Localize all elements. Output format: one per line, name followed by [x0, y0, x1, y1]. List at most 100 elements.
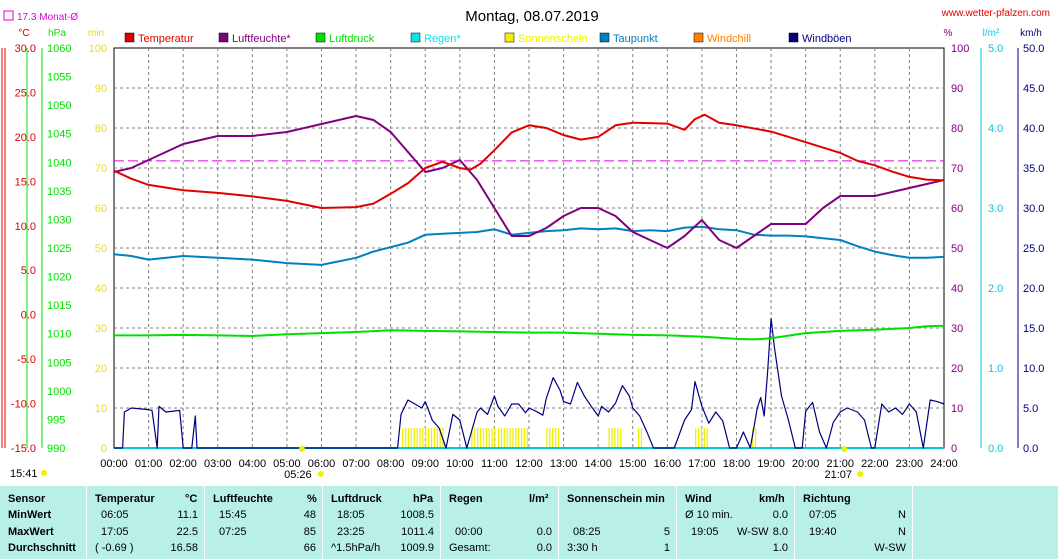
wind-min-val: 0.0: [772, 509, 788, 521]
monthly-avg-icon: [3, 10, 14, 21]
unit-labels: °C hPa min% l/m² km/h: [18, 28, 1041, 39]
legend-label: Regen*: [424, 33, 461, 45]
hdr-hum: Luftfeuchte: [213, 493, 273, 505]
min-tick-label: 90: [95, 83, 107, 95]
rain-max-time: 00:00: [455, 526, 483, 538]
hpa-tick-label: 1060: [47, 43, 71, 55]
min-tick-label: 0: [101, 443, 107, 455]
sunshine-bar: [425, 428, 427, 448]
press-min-time: 18:05: [337, 509, 365, 521]
wind-avg-val: 1.0: [772, 542, 788, 554]
sunshine-bar: [706, 428, 708, 448]
kmh-tick-label: 45.0: [1023, 83, 1044, 95]
grid: [114, 48, 944, 448]
press-trend: ^1.5hPa/h: [331, 542, 381, 554]
sunrise-time: 05:26: [284, 469, 312, 481]
rain-tick-label: 5.0: [988, 43, 1003, 55]
sunshine-bar: [546, 428, 548, 448]
wind-max-time: 19:05: [691, 526, 719, 538]
time-tick-label: 09:00: [411, 458, 439, 470]
time-tick-label: 13:00: [550, 458, 578, 470]
sunshine-bar: [520, 428, 523, 448]
temp-tick-label: 0.0: [21, 310, 36, 322]
axes: 30.025.020.015.010.05.00.0-5.0-10.0-15.0…: [1, 43, 1044, 455]
pct-tick-label: 70: [951, 163, 963, 175]
pct-tick-label: 30: [951, 323, 963, 335]
sunrise-icon: [298, 446, 305, 452]
sunshine-bar: [554, 428, 557, 448]
hpa-tick-label: 1010: [47, 329, 71, 341]
site-url[interactable]: www.wetter-pfalzen.com: [941, 8, 1050, 19]
min-tick-label: 10: [95, 403, 107, 415]
current-time: 15:41: [10, 468, 38, 480]
stats-table: Sensor MinWert MaxWert Durchschnitt Temp…: [0, 486, 1058, 559]
sunshine-bar: [754, 428, 757, 448]
dir-min-val: N: [898, 509, 906, 521]
stats-col-sensor: Sensor MinWert MaxWert Durchschnitt: [0, 486, 87, 559]
min-tick-label: 50: [95, 243, 107, 255]
hpa-tick-label: 1015: [47, 300, 71, 312]
min-tick-label: 70: [95, 163, 107, 175]
pct-tick-label: 100: [951, 43, 969, 55]
sunrise-marker-icon: [317, 471, 324, 477]
temp-tick-label: -15.0: [11, 443, 36, 455]
time-tick-label: 05:00: [273, 458, 301, 470]
hdr-wind-unit: km/h: [759, 493, 785, 505]
sunshine-bar: [700, 428, 703, 448]
legend-label: Temperatur: [138, 33, 194, 45]
legend-swatch: [693, 32, 704, 43]
weather-chart: Montag, 08.07.2019 www.wetter-pfalzen.co…: [1, 8, 1050, 481]
kmh-tick-label: 30.0: [1023, 203, 1044, 215]
sunshine-bar: [518, 428, 520, 448]
sunshine-bar: [402, 428, 404, 448]
stats-col-wind: Wind km/h Ø 10 min. 0.0 19:05 W-SW 8.0 1…: [677, 486, 795, 559]
hpa-tick-label: 1040: [47, 157, 71, 169]
sunshine-bar: [523, 428, 526, 448]
rain-total-label: Gesamt:: [449, 542, 491, 554]
press-max-time: 23:25: [337, 526, 365, 538]
sunshine-bar: [477, 428, 479, 448]
row-label-min: MinWert: [8, 509, 52, 521]
rain-tick-label: 3.0: [988, 203, 1003, 215]
time-tick-label: 02:00: [169, 458, 197, 470]
legend-item: Windböen: [788, 32, 852, 45]
time-tick-label: 22:00: [861, 458, 889, 470]
sunshine-bar: [471, 428, 473, 448]
sunshine-bar: [428, 428, 430, 448]
sunshine-bar: [410, 428, 413, 448]
chart-title: Montag, 08.07.2019: [465, 8, 598, 25]
hdr-rain-unit: l/m²: [529, 493, 549, 505]
min-tick-label: 20: [95, 363, 107, 375]
kmh-tick-label: 20.0: [1023, 283, 1044, 295]
legend-swatch: [599, 32, 610, 43]
rain-total-val: 0.0: [536, 542, 552, 554]
sunshine-bar: [620, 428, 622, 448]
sunshine-bar: [485, 428, 487, 448]
time-tick-label: 01:00: [135, 458, 163, 470]
row-label-max: MaxWert: [8, 526, 54, 538]
hum-max-val: 85: [303, 526, 316, 538]
stats-col-temp: Temperatur °C 06:05 11.1 17:05 22.5 ( -0…: [87, 486, 205, 559]
sunshine-bar: [482, 428, 485, 448]
legend-label: Luftdruck: [329, 33, 375, 45]
stats-col-dir: Richtung 07:05 N 19:40 N W-SW: [795, 486, 913, 559]
min-tick-label: 40: [95, 283, 107, 295]
legend-swatch: [218, 32, 229, 43]
sunset-icon: [841, 446, 848, 452]
left-unit-label: min: [88, 28, 104, 39]
sunshine-bar: [697, 428, 700, 448]
time-tick-label: 12:00: [515, 458, 543, 470]
site-link[interactable]: www.wetter-pfalzen.com: [941, 8, 1050, 19]
time-tick-label: 04:00: [239, 458, 267, 470]
wind-min-label: Ø 10 min.: [685, 509, 733, 521]
legend-label: Taupunkt: [613, 33, 658, 45]
legend-label: Sonnenschein: [518, 33, 588, 45]
legend-swatch: [410, 32, 421, 43]
right-unit-label: %: [944, 28, 953, 39]
time-tick-label: 00:00: [100, 458, 128, 470]
left-unit-label: °C: [18, 28, 29, 39]
temp-tick-label: 25.0: [15, 87, 36, 99]
sunshine-bar: [500, 428, 503, 448]
hdr-wind: Wind: [685, 493, 712, 505]
kmh-tick-label: 25.0: [1023, 243, 1044, 255]
